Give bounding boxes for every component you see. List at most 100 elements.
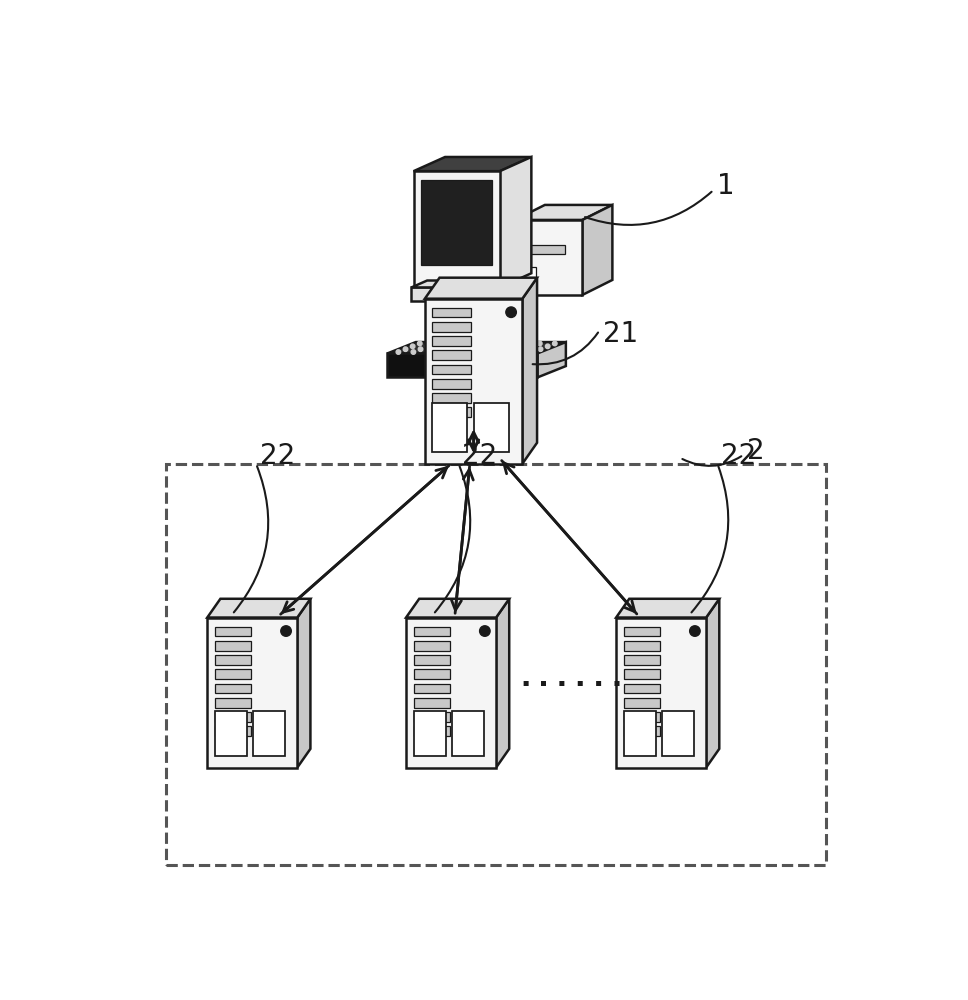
Polygon shape [413, 157, 531, 171]
FancyArrowPatch shape [585, 192, 711, 225]
Bar [413, 669, 449, 679]
Text: 22: 22 [721, 442, 756, 470]
Circle shape [418, 347, 423, 351]
Polygon shape [523, 278, 537, 464]
Circle shape [433, 341, 437, 346]
Bar [215, 669, 251, 679]
Circle shape [425, 344, 430, 349]
Bar [433, 322, 471, 332]
Bar [433, 365, 471, 374]
Circle shape [441, 350, 445, 354]
Bar [425, 299, 523, 464]
Bar [433, 350, 471, 360]
Circle shape [479, 626, 490, 636]
Bar [207, 618, 297, 768]
Bar [662, 711, 694, 756]
Polygon shape [616, 599, 719, 618]
Text: 22: 22 [463, 442, 498, 470]
Bar [215, 655, 251, 665]
Circle shape [494, 347, 498, 351]
Bar [413, 698, 449, 708]
Circle shape [531, 350, 535, 354]
Bar [413, 655, 449, 665]
Circle shape [455, 344, 460, 349]
Bar [413, 684, 449, 693]
Polygon shape [207, 599, 311, 618]
Text: 22: 22 [259, 442, 295, 470]
Circle shape [463, 341, 467, 346]
Bar [623, 655, 659, 665]
Bar [215, 711, 247, 756]
Bar [433, 336, 471, 346]
FancyArrowPatch shape [234, 466, 268, 612]
Bar [413, 712, 449, 722]
Circle shape [545, 344, 550, 349]
Bar [411, 287, 502, 301]
Bar [215, 698, 251, 708]
Circle shape [447, 341, 452, 346]
Circle shape [426, 350, 431, 354]
Bar [623, 726, 659, 736]
Circle shape [689, 626, 700, 636]
Polygon shape [515, 205, 613, 220]
Bar [433, 379, 471, 389]
Bar [413, 711, 445, 756]
Circle shape [524, 347, 528, 351]
Circle shape [448, 347, 453, 351]
Circle shape [470, 344, 475, 349]
Bar [215, 684, 251, 693]
Polygon shape [583, 205, 613, 295]
Bar [452, 711, 484, 756]
Bar [623, 712, 659, 722]
Polygon shape [706, 599, 719, 768]
Circle shape [501, 350, 505, 354]
Polygon shape [497, 599, 509, 768]
Polygon shape [297, 599, 311, 768]
Polygon shape [499, 157, 531, 287]
Circle shape [523, 341, 527, 346]
Bar [433, 407, 471, 417]
Bar [623, 641, 659, 651]
Bar [407, 618, 497, 768]
Circle shape [434, 347, 438, 351]
Polygon shape [537, 342, 566, 377]
Polygon shape [411, 281, 518, 287]
Circle shape [515, 344, 520, 349]
Polygon shape [425, 278, 537, 299]
Text: 2: 2 [747, 437, 765, 465]
Bar [623, 669, 659, 679]
Bar [473, 403, 508, 452]
Bar [387, 353, 537, 377]
Circle shape [500, 344, 505, 349]
Bar [253, 711, 286, 756]
Bar [623, 627, 659, 636]
Bar [166, 464, 826, 865]
Circle shape [471, 350, 475, 354]
Circle shape [493, 341, 497, 346]
Circle shape [456, 350, 461, 354]
Bar [433, 403, 468, 452]
Bar [413, 641, 449, 651]
Bar [215, 627, 251, 636]
Circle shape [477, 341, 482, 346]
Circle shape [506, 307, 516, 317]
Circle shape [507, 341, 512, 346]
Bar [433, 393, 471, 403]
FancyArrowPatch shape [532, 333, 598, 364]
Bar [521, 267, 536, 286]
Text: 1: 1 [717, 172, 735, 200]
Polygon shape [407, 599, 509, 618]
Bar [515, 220, 583, 295]
Circle shape [440, 344, 445, 349]
Circle shape [281, 626, 291, 636]
Bar [623, 698, 659, 708]
Bar [413, 726, 449, 736]
Circle shape [486, 350, 491, 354]
Circle shape [404, 347, 408, 351]
Bar [413, 627, 449, 636]
Bar [421, 180, 493, 265]
Bar [521, 245, 564, 254]
Circle shape [411, 350, 415, 354]
Bar [215, 641, 251, 651]
Circle shape [478, 347, 483, 351]
